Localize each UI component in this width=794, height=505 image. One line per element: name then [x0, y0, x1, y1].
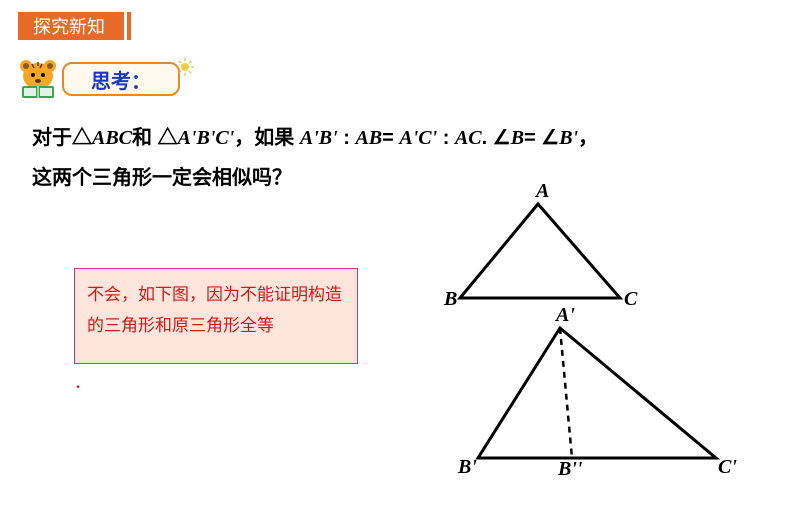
answer-dot: ． — [74, 368, 91, 393]
triangle-abc — [460, 204, 620, 298]
think-label-box: 思考： — [62, 62, 180, 96]
q-b1: B — [511, 127, 524, 149]
q-mid: 和 △ — [132, 127, 178, 149]
sun-icon — [176, 58, 194, 76]
tiger-icon — [14, 56, 62, 100]
label-Bpp: B'' — [558, 458, 582, 481]
q-dot: . — [482, 127, 493, 149]
label-Cprime: C' — [718, 456, 737, 479]
q-eq: = — [382, 127, 399, 149]
triangle-abc-prime — [478, 328, 716, 458]
triangle-diagrams: A B C A' B' C' B'' — [420, 200, 780, 500]
answer-box: 不会，如下图，因为不能证明构造的三角形和原三角形全等 — [74, 268, 358, 364]
label-C: C — [624, 288, 637, 311]
section-header: 探究新知 — [18, 12, 120, 40]
q-b2: B' — [559, 127, 578, 149]
q-comma: ， — [578, 127, 598, 149]
q-r1l: A'B' — [300, 127, 338, 149]
label-Bprime: B' — [458, 456, 477, 479]
question-text: 对于△ABC和 △A'B'C'，如果 A'B' : AB= A'C' : AC.… — [32, 118, 772, 198]
label-B: B — [444, 288, 457, 311]
q-post: ，如果 — [234, 127, 300, 149]
q-r2r: AC — [455, 127, 482, 149]
answer-text: 不会，如下图，因为不能证明构造的三角形和原三角形全等 — [87, 285, 342, 335]
q-c1: : — [338, 127, 356, 149]
q-abc2: A'B'C' — [178, 127, 235, 149]
q-r1r: AB — [355, 127, 382, 149]
label-A: A — [536, 180, 549, 203]
q-ang1: ∠ — [493, 127, 511, 149]
q-eq2: = — [524, 127, 541, 149]
q-ang2: ∠ — [541, 127, 559, 149]
section-header-text: 探究新知 — [33, 13, 105, 39]
q-pre: 对于△ — [32, 127, 92, 149]
q-line2: 这两个三角形一定会相似吗？ — [32, 167, 292, 189]
think-label: 思考： — [91, 65, 151, 94]
dashed-line — [560, 328, 572, 458]
header-decoration — [120, 12, 134, 45]
q-c2: : — [437, 127, 455, 149]
q-r2l: A'C' — [399, 127, 437, 149]
label-Aprime: A' — [556, 304, 575, 327]
q-abc: ABC — [92, 127, 132, 149]
